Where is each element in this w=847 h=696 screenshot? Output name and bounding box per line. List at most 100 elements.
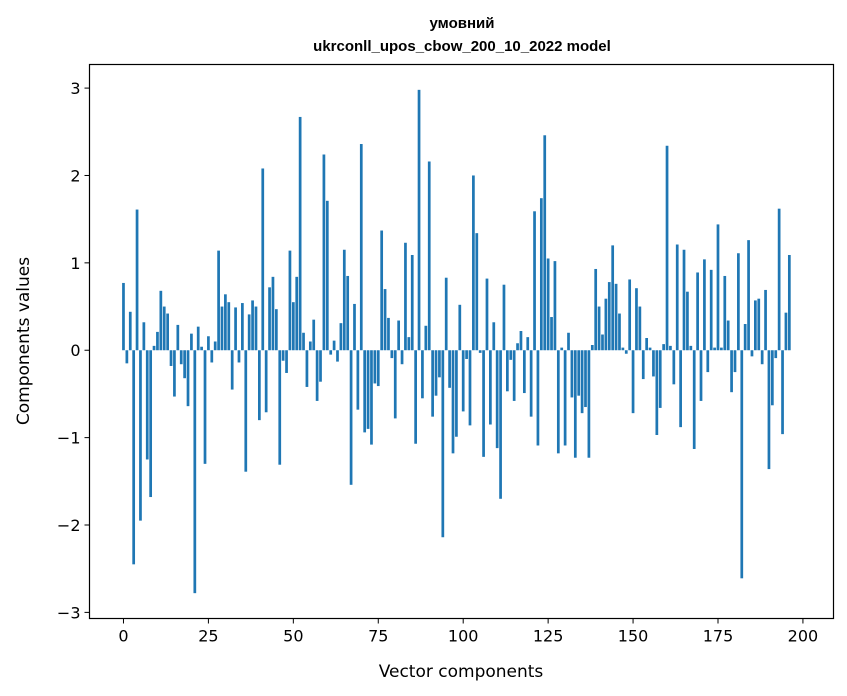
y-tick-label: 1 xyxy=(70,254,80,273)
bar-124 xyxy=(543,135,547,351)
bar-108 xyxy=(489,350,492,425)
bar-20 xyxy=(190,333,193,351)
bar-60 xyxy=(325,200,329,351)
plot-area-frame xyxy=(88,63,835,620)
bar-130 xyxy=(563,350,567,446)
y-tick-label: −1 xyxy=(57,429,81,448)
bar-7 xyxy=(145,350,149,460)
bar-152 xyxy=(638,306,642,351)
x-tick-label: 25 xyxy=(198,627,218,646)
bar-71 xyxy=(363,350,367,433)
x-tick-label: 100 xyxy=(448,627,479,646)
bar-189 xyxy=(764,289,767,351)
bar-47 xyxy=(281,350,285,361)
bar-104 xyxy=(475,233,479,351)
bar-126 xyxy=(550,317,553,351)
bar-134 xyxy=(577,350,581,396)
bar-75 xyxy=(376,350,380,387)
x-axis-label: Vector components xyxy=(379,662,544,682)
bar-74 xyxy=(373,350,377,384)
bar-117 xyxy=(519,331,523,351)
bar-17 xyxy=(179,350,183,365)
bar-103 xyxy=(472,175,475,351)
bar-28 xyxy=(217,250,220,351)
bar-2 xyxy=(128,311,132,351)
bar-181 xyxy=(737,253,740,351)
y-axis-label: Components values xyxy=(14,257,34,425)
bar-165 xyxy=(682,249,686,351)
bar-27 xyxy=(213,341,217,351)
bar-119 xyxy=(526,337,530,351)
bar-173 xyxy=(709,269,713,351)
bar-35 xyxy=(241,303,244,351)
bar-series xyxy=(122,89,791,594)
bar-148 xyxy=(624,350,628,354)
bar-83 xyxy=(404,242,407,351)
y-tick-label: −3 xyxy=(57,603,81,622)
bar-76 xyxy=(380,230,384,351)
bar-133 xyxy=(573,350,577,458)
bar-122 xyxy=(536,350,540,446)
bar-23 xyxy=(200,346,203,351)
y-tick-label: 3 xyxy=(70,79,80,98)
bar-58 xyxy=(319,350,322,382)
bar-132 xyxy=(570,350,574,398)
chart-title-line-1: умовний xyxy=(430,15,495,32)
bar-129 xyxy=(560,347,564,351)
bar-161 xyxy=(669,345,672,351)
bar-91 xyxy=(431,350,434,417)
bar-116 xyxy=(516,343,519,351)
bar-68 xyxy=(353,303,356,351)
bar-162 xyxy=(672,350,676,385)
bar-180 xyxy=(733,350,737,373)
bar-52 xyxy=(298,116,302,351)
bar-121 xyxy=(533,211,536,351)
bar-66 xyxy=(346,275,350,351)
bar-163 xyxy=(675,244,679,351)
bar-43 xyxy=(268,287,271,351)
bar-140 xyxy=(597,306,601,351)
bar-6 xyxy=(142,322,146,351)
bar-137 xyxy=(587,350,591,458)
bar-179 xyxy=(730,350,733,393)
bar-61 xyxy=(329,350,333,355)
bar-8 xyxy=(149,350,153,498)
bar-135 xyxy=(580,350,584,414)
bar-151 xyxy=(635,288,638,351)
bar-19 xyxy=(186,350,190,407)
bar-34 xyxy=(237,350,241,363)
x-tick-label: 50 xyxy=(283,627,303,646)
bar-184 xyxy=(747,240,750,351)
bar-3 xyxy=(132,350,136,565)
y-tick-label: 2 xyxy=(70,166,80,185)
bar-107 xyxy=(485,278,489,351)
bar-169 xyxy=(696,272,699,351)
bar-11 xyxy=(159,290,163,351)
bar-94 xyxy=(441,350,445,538)
bar-171 xyxy=(703,259,706,351)
bar-111 xyxy=(499,350,502,499)
bar-187 xyxy=(757,298,761,351)
bar-87 xyxy=(417,89,421,351)
bar-30 xyxy=(224,294,227,351)
bar-38 xyxy=(251,300,254,351)
bar-114 xyxy=(509,350,513,360)
bar-54 xyxy=(305,350,309,387)
bar-176 xyxy=(720,347,723,351)
bar-48 xyxy=(285,350,288,373)
bar-1 xyxy=(125,350,129,364)
bar-69 xyxy=(356,350,360,410)
bar-62 xyxy=(332,340,336,351)
bar-36 xyxy=(244,350,248,472)
bar-128 xyxy=(556,350,560,454)
bar-37 xyxy=(247,314,251,351)
bar-102 xyxy=(468,350,472,426)
bar-127 xyxy=(553,261,557,351)
bar-123 xyxy=(539,198,543,351)
bar-24 xyxy=(203,350,207,464)
bar-175 xyxy=(716,224,720,351)
bar-153 xyxy=(641,350,645,380)
bar-29 xyxy=(220,306,224,351)
bar-32 xyxy=(230,350,234,390)
